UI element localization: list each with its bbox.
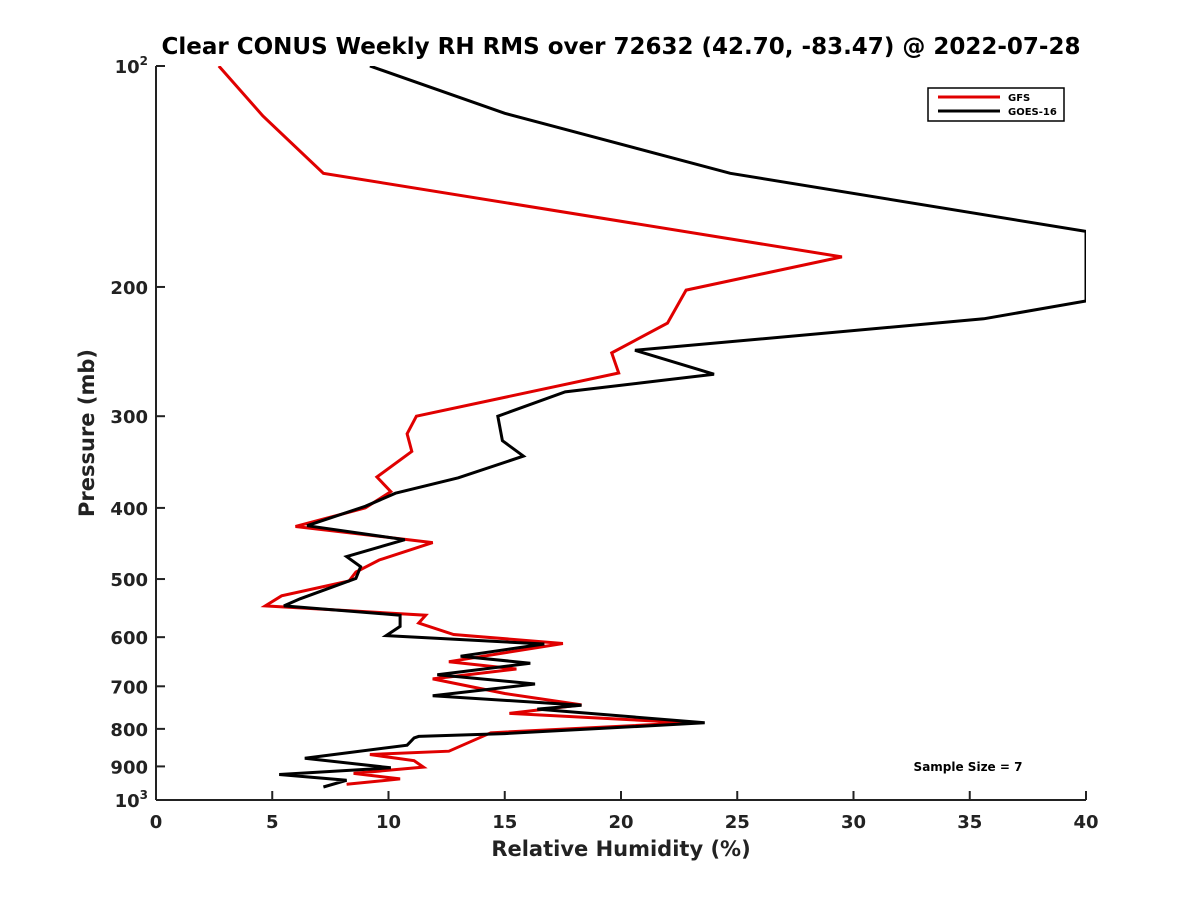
x-axis-label: Relative Humidity (%) [491, 837, 750, 861]
legend-label: GFS [1008, 93, 1030, 104]
y-tick-label: 500 [110, 570, 148, 591]
series-line-gfs [217, 66, 843, 786]
series-layer [217, 66, 1086, 789]
y-tick-label: 800 [110, 720, 148, 741]
y-tick-label: 900 [110, 757, 148, 778]
y-tick-label: 300 [110, 407, 148, 428]
x-tick-label: 30 [841, 812, 866, 833]
y-tick-label: 600 [110, 628, 148, 649]
axes-layer: 0 5 10 15 20 25 30 35 40 102 200 300 400 500 600 700 800… [110, 54, 1098, 833]
x-tick-label: 25 [725, 812, 750, 833]
x-tick-label: 20 [608, 812, 633, 833]
y-tick-label: 400 [110, 499, 148, 520]
x-tick-label: 35 [957, 812, 982, 833]
legend: GFS GOES-16 [927, 87, 1065, 122]
y-tick-label: 700 [110, 677, 148, 698]
x-tick-label: 10 [376, 812, 401, 833]
legend-label: GOES-16 [1008, 107, 1057, 118]
series-line-goes-16 [279, 66, 1086, 789]
chart-title: Clear CONUS Weekly RH RMS over 72632 (42… [162, 34, 1081, 60]
x-tick-label: 15 [492, 812, 517, 833]
y-tick-label: 200 [110, 278, 148, 299]
sample-size-annotation: Sample Size = 7 [914, 760, 1023, 774]
legend-box [927, 87, 1065, 122]
x-tick-label: 0 [150, 812, 163, 833]
y-axis-label: Pressure (mb) [75, 349, 99, 517]
x-tick-label: 5 [266, 812, 279, 833]
y-tick-label: 102 [115, 54, 148, 78]
x-tick-label: 40 [1073, 812, 1098, 833]
y-tick-label: 103 [115, 788, 148, 812]
